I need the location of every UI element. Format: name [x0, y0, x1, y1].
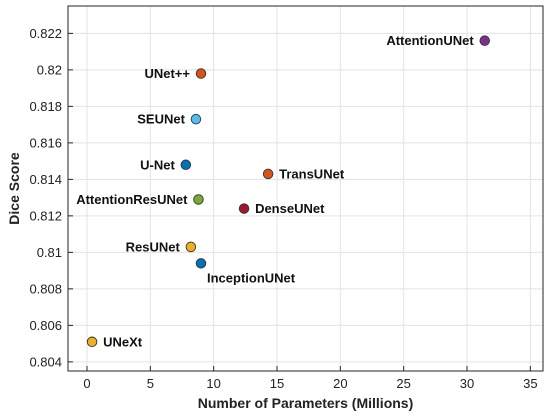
- point-label: ResUNet: [126, 239, 181, 254]
- y-tick-label: 0.816: [29, 135, 62, 150]
- x-tick-label: 20: [333, 376, 347, 391]
- data-point: [190, 113, 202, 125]
- point-label: AttentionResUNet: [76, 192, 188, 207]
- y-tick-label: 0.808: [29, 281, 62, 296]
- x-tick-label: 35: [523, 376, 537, 391]
- point-labels: AttentionUNet UNet++ SEUNet U-Net TransUNet A…: [76, 33, 474, 349]
- point-label: SEUNet: [137, 112, 185, 127]
- point-label: U-Net: [140, 157, 175, 172]
- data-point: [180, 159, 192, 171]
- y-tick-label: 0.804: [29, 354, 62, 369]
- plot-frame: [67, 5, 544, 372]
- x-axis-label: Number of Parameters (Millions): [198, 395, 414, 411]
- data-point: [262, 168, 274, 180]
- point-label: TransUNet: [279, 166, 345, 181]
- point-label: UNeXt: [103, 334, 143, 349]
- x-axis-ticks: 0 5 10 15 20 25 30 35: [83, 366, 538, 391]
- x-tick-label: 5: [147, 376, 154, 391]
- x-tick-label: 0: [83, 376, 90, 391]
- y-tick-label: 0.812: [29, 208, 62, 223]
- data-point: [479, 35, 490, 46]
- point-label: InceptionUNet: [207, 270, 296, 285]
- y-tick-label: 0.82: [37, 62, 62, 77]
- data-point: [195, 68, 207, 79]
- data-point: [86, 336, 98, 348]
- y-tick-label: 0.81: [37, 245, 62, 260]
- x-tick-label: 10: [206, 376, 220, 391]
- data-points: [86, 35, 490, 348]
- point-label: UNet++: [144, 66, 190, 81]
- grid-lines: [68, 6, 543, 371]
- y-tick-label: 0.818: [29, 99, 62, 114]
- x-tick-label: 15: [270, 376, 284, 391]
- point-label: AttentionUNet: [386, 33, 474, 48]
- y-axis-ticks: 0.804 0.806 0.808 0.81 0.812 0.814 0.816 0.818 0…: [29, 26, 73, 369]
- y-axis-label: Dice Score: [6, 152, 22, 225]
- point-label: DenseUNet: [255, 201, 325, 216]
- x-tick-label: 30: [460, 376, 474, 391]
- x-tick-label: 25: [396, 376, 410, 391]
- y-tick-label: 0.814: [29, 172, 62, 187]
- data-point: [185, 241, 197, 253]
- y-tick-label: 0.806: [29, 318, 62, 333]
- data-point: [195, 258, 207, 269]
- data-point: [193, 194, 204, 205]
- data-point: [238, 203, 250, 214]
- y-tick-label: 0.822: [29, 26, 62, 41]
